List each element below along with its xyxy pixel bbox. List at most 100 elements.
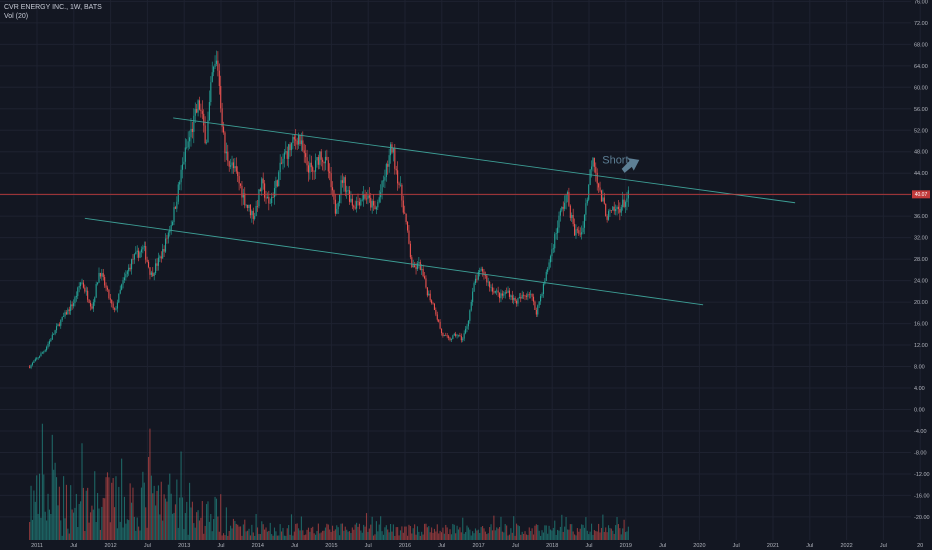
volume-bar <box>445 524 447 540</box>
volume-bar <box>446 527 448 540</box>
volume-bar <box>228 530 230 540</box>
candle-body <box>612 206 614 211</box>
volume-bar <box>343 530 345 540</box>
volume-bar <box>245 531 247 540</box>
volume-bar <box>210 514 212 540</box>
candle-body <box>105 285 107 288</box>
volume-bar <box>624 532 627 540</box>
candle-body <box>428 293 430 296</box>
candle-body <box>71 304 73 307</box>
volume-bar <box>416 526 419 540</box>
time-tick-label: 2021 <box>767 543 779 549</box>
volume-bar <box>150 475 152 540</box>
volume-bar <box>406 535 409 540</box>
candle-body <box>617 206 619 210</box>
time-tick-label: Jul <box>733 543 740 549</box>
candle-body <box>470 301 472 311</box>
volume-bar <box>305 534 307 540</box>
candle-body <box>259 189 261 192</box>
volume-bar <box>524 531 526 540</box>
candle-body <box>108 289 110 299</box>
time-tick-label: Jul <box>880 543 887 549</box>
volume-bar <box>292 535 294 540</box>
candle-body <box>460 336 462 341</box>
volume-bar <box>375 521 377 540</box>
volume-bar <box>421 531 423 540</box>
volume-bar <box>41 423 43 540</box>
volume-bar <box>177 527 179 540</box>
volume-bar <box>523 533 525 540</box>
candle-body <box>282 158 284 164</box>
volume-bar <box>133 516 135 540</box>
candle-body <box>547 269 549 272</box>
candle-body <box>415 267 417 270</box>
volume-bar <box>431 527 433 540</box>
candle-body <box>506 292 508 293</box>
volume-bar <box>525 534 527 540</box>
volume-bar <box>159 514 161 540</box>
time-tick-label: Jul <box>438 543 445 549</box>
trendline-lower-channel[interactable] <box>84 217 704 306</box>
candle-body <box>95 284 97 298</box>
candle-body <box>237 171 239 177</box>
price-axis[interactable]: 76.00 72.00 68.00 64.00 60.00 56.00 52.00 48.00… <box>914 0 930 521</box>
candle-body <box>373 201 375 206</box>
candle-body <box>510 295 512 297</box>
volume-bar <box>354 524 356 540</box>
candle-body <box>367 195 369 200</box>
candle-body <box>320 151 322 160</box>
candle-body <box>473 283 475 292</box>
volume-bar <box>503 532 505 540</box>
volume-bar <box>112 478 114 540</box>
candle-body <box>469 310 471 321</box>
time-tick-label: 2015 <box>325 543 337 549</box>
candle-body <box>491 287 494 292</box>
volume-bar <box>474 528 477 540</box>
candle-body <box>184 147 186 162</box>
price-tick-label: 76.00 <box>914 0 928 5</box>
volume-bar <box>549 529 552 540</box>
candle-body <box>75 295 77 298</box>
candle-body <box>245 204 247 206</box>
time-tick-label: 2018 <box>546 543 558 549</box>
candle-body <box>572 215 574 224</box>
candle-body <box>598 183 600 188</box>
candle-body <box>97 282 99 285</box>
volume-bar <box>619 528 621 540</box>
candle-body <box>538 301 540 306</box>
candle-body <box>235 166 237 172</box>
volume-bar <box>515 523 518 540</box>
volume-bar <box>309 531 311 540</box>
candle-body <box>208 102 210 121</box>
volume-bar <box>531 528 533 540</box>
candle-body <box>82 282 84 288</box>
trendline-upper-channel[interactable] <box>173 117 796 204</box>
volume-bar <box>313 533 315 540</box>
volume-bar <box>285 535 287 540</box>
volume-bar <box>615 525 617 540</box>
volume-bar <box>129 483 131 540</box>
volume-bar <box>480 527 482 540</box>
candle-body <box>610 210 612 211</box>
candle-body <box>565 195 567 203</box>
volume-bar <box>72 512 75 540</box>
candle-body <box>562 206 564 209</box>
volume-bar <box>53 469 55 540</box>
volume-bar <box>623 519 625 540</box>
volume-bar <box>323 530 325 540</box>
candle-body <box>169 230 171 233</box>
volume-bar <box>534 525 536 540</box>
volume-bar <box>538 530 540 540</box>
candle-body <box>497 290 499 293</box>
volume-bar <box>367 531 369 540</box>
candle-body <box>440 328 443 334</box>
candle-body <box>381 180 383 193</box>
candle-body <box>438 319 440 322</box>
time-axis[interactable]: 2011 Jul 2012 Jul 2013 Jul 2014 Jul 2015 Jul 2016 J… <box>31 543 923 549</box>
volume-bar <box>80 501 82 540</box>
volume-bar <box>340 523 342 540</box>
volume-bar <box>286 528 288 540</box>
candle-body <box>65 312 67 315</box>
volume-bar <box>511 532 513 540</box>
